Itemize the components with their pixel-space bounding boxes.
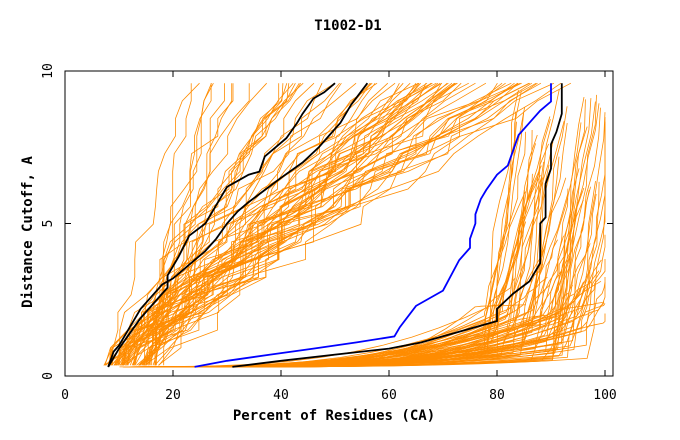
model-curve <box>155 82 376 366</box>
series-line-black-right <box>232 83 563 368</box>
model-curve <box>113 82 389 366</box>
model-curve <box>154 82 538 366</box>
model-curve <box>134 83 250 366</box>
model-curve <box>154 83 233 366</box>
model-curve <box>103 82 304 366</box>
model-curve <box>158 82 428 366</box>
series-line-black-left-2 <box>107 82 336 368</box>
model-curve <box>122 82 421 366</box>
model-curve <box>146 83 212 366</box>
y-tick-label: 5 <box>41 220 56 228</box>
x-tick-label: 20 <box>165 388 181 403</box>
model-curve <box>131 107 526 368</box>
model-curve <box>141 82 542 366</box>
model-curve <box>164 168 580 368</box>
model-curve <box>154 82 315 366</box>
model-curve <box>115 82 456 366</box>
x-tick-label: 100 <box>593 388 616 403</box>
model-curve <box>154 83 212 366</box>
model-curve <box>145 82 455 366</box>
model-curve <box>126 82 373 366</box>
x-tick-label: 40 <box>273 388 289 403</box>
model-curve <box>136 82 439 366</box>
model-curve <box>118 82 441 366</box>
model-curve <box>239 313 606 368</box>
series-line-black-left <box>107 82 369 368</box>
model-curve <box>127 82 267 366</box>
x-axis-title: Percent of Residues (CA) <box>233 408 435 424</box>
chart-title: T1002-D1 <box>314 18 381 34</box>
model-curve <box>176 165 542 368</box>
y-tick-label: 0 <box>41 372 56 380</box>
model-curve <box>158 82 462 366</box>
model-curve <box>142 83 214 366</box>
axis-ticks: 0 20 40 60 80 100 0 5 10 <box>41 63 617 403</box>
model-curve <box>122 82 515 366</box>
model-curve <box>124 82 537 366</box>
background-model-curves <box>103 82 606 368</box>
model-curve <box>227 117 606 368</box>
model-curve <box>204 177 543 368</box>
model-curve <box>143 82 371 366</box>
model-curve <box>107 82 200 366</box>
y-axis-title: Distance Cutoff, A <box>20 156 36 308</box>
model-curve <box>108 82 506 366</box>
model-curve <box>166 107 601 368</box>
model-curve <box>138 82 433 366</box>
model-curve <box>231 221 527 368</box>
model-curve <box>114 82 458 366</box>
model-curve <box>120 82 404 366</box>
x-tick-label: 0 <box>61 388 69 403</box>
series-line-blue <box>194 83 552 368</box>
model-curve <box>149 82 476 366</box>
model-curve <box>121 82 530 366</box>
model-curve <box>123 214 577 368</box>
highlighted-series <box>107 82 563 368</box>
model-curve <box>148 82 457 366</box>
x-tick-label: 60 <box>381 388 397 403</box>
model-curve <box>118 82 442 366</box>
model-curve <box>129 83 234 366</box>
model-curve <box>136 304 527 368</box>
y-tick-label: 10 <box>41 63 56 79</box>
x-tick-label: 80 <box>489 388 505 403</box>
